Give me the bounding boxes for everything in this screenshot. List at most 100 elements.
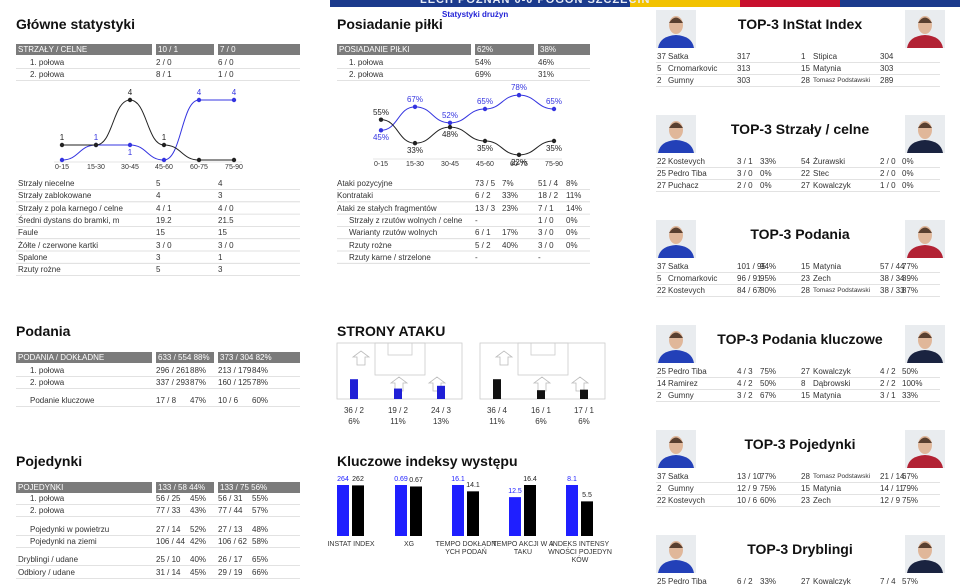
player-name: Tomasz Podstawski — [813, 287, 871, 294]
player-number: 25 — [657, 577, 666, 585]
player-pct: 79% — [902, 484, 919, 493]
player-value: 4 / 2 — [880, 367, 896, 376]
photo-body — [907, 350, 943, 363]
photo-hair — [918, 17, 932, 23]
row-value: 3 — [156, 252, 161, 262]
header-text: 7 / 0 — [220, 45, 236, 54]
photo-body — [658, 455, 694, 468]
row-value: 18 / 2 — [538, 191, 559, 201]
player-pct: 33% — [902, 391, 919, 400]
player-value: 12 / 9 — [880, 496, 901, 505]
data-point — [196, 97, 202, 103]
row-label: Strzały z pola karnego / celne — [18, 203, 123, 213]
row-value: 7 / 1 — [538, 203, 554, 213]
player-pct: 75% — [902, 496, 919, 505]
player-value: 2 / 2 — [880, 379, 896, 388]
row-value: - — [538, 252, 541, 262]
player-name: Pedro Tiba — [668, 367, 707, 376]
row-label: 1. połowa — [30, 366, 65, 375]
row-label: Rzuty rożne — [349, 240, 392, 250]
row-value: 106 / 44 — [156, 537, 185, 546]
data-point — [161, 142, 167, 148]
bar — [337, 485, 349, 536]
data-label: 16.1 — [451, 476, 465, 483]
row-value: 14% — [566, 203, 583, 213]
attack-count: 16 / 1 — [530, 406, 551, 415]
header-text: 62% — [477, 45, 494, 54]
bar — [580, 389, 588, 399]
row-value: 3 / 0 — [538, 240, 554, 250]
player-name: Matynia — [813, 391, 842, 400]
data-label: 65% — [476, 97, 493, 106]
data-point — [551, 138, 557, 144]
header-cell — [16, 352, 152, 363]
data-point — [516, 152, 522, 158]
player-number: 25 — [657, 169, 666, 178]
row-value: 1 / 0 — [218, 70, 234, 79]
series-line — [61, 99, 234, 161]
row-label: 1. połowa — [30, 58, 65, 67]
row-value: 17% — [502, 228, 519, 238]
bar — [452, 485, 464, 536]
x-tick-label: 60-75 — [190, 164, 208, 171]
row-value: 5 — [156, 179, 161, 188]
player-pct: 0% — [760, 169, 772, 178]
player-number: 27 — [801, 181, 810, 190]
row-value: 6 / 2 — [475, 191, 491, 201]
row-value: 1 / 0 — [538, 215, 554, 225]
player-name: Gumny — [668, 391, 694, 400]
player-value: 13 / 10 — [737, 472, 762, 481]
player-value: 3 / 1 — [880, 391, 896, 400]
attack-count: 36 / 2 — [343, 406, 364, 415]
player-value: 3 / 0 — [737, 169, 753, 178]
player-pct: 0% — [902, 181, 914, 190]
row-value: 0% — [566, 240, 578, 250]
header-cell — [475, 44, 534, 55]
row-value: 19.2 — [156, 215, 172, 225]
row-value: 46% — [538, 58, 555, 67]
player-name: Kowalczyk — [813, 367, 851, 376]
bar — [566, 485, 578, 536]
player-name: Matynia — [813, 64, 842, 73]
data-point — [412, 104, 418, 110]
row-value: - — [475, 252, 478, 262]
section-title: TOP-3 Dryblingi — [747, 541, 853, 557]
header-cell — [16, 482, 152, 493]
player-number: 15 — [801, 262, 810, 271]
row-value: 0% — [566, 215, 578, 225]
player-number: 23 — [801, 274, 810, 283]
data-point — [231, 97, 237, 103]
x-tick-label: INDEKS INTENSYWNOŚCI POJEDYNKÓW — [548, 541, 612, 564]
player-value: 101 / 95 — [737, 262, 766, 271]
player-value: 317 — [737, 52, 751, 61]
row-value: 29 / 19 — [218, 568, 243, 577]
data-label: 35% — [545, 144, 562, 153]
player-pct: 100% — [902, 379, 923, 388]
section-title: Posiadanie piłki — [337, 16, 443, 32]
row-value: 17 / 8 — [156, 396, 177, 405]
row-value: 43% — [190, 506, 207, 515]
header-text: STRZAŁY / CELNE — [18, 45, 88, 54]
data-point — [161, 157, 167, 163]
player-name: Satka — [668, 262, 689, 271]
attack-pct: 11% — [390, 417, 406, 426]
row-value: 31% — [538, 70, 555, 79]
section-title: TOP-3 Podania — [750, 226, 850, 242]
row-value: 0% — [566, 228, 578, 238]
row-value: 42% — [190, 537, 207, 546]
photo-hair — [918, 227, 932, 233]
data-label: 35% — [476, 144, 493, 153]
section-title: TOP-3 Pojedynki — [744, 436, 856, 452]
player-pct: 94% — [760, 262, 777, 271]
photo-hair — [669, 437, 683, 443]
header-band — [740, 0, 840, 7]
arrow — [351, 350, 371, 366]
player-number: 5 — [657, 64, 662, 73]
row-value: 88% — [190, 366, 207, 375]
row-label: 2. połowa — [30, 378, 65, 387]
player-pct: 50% — [760, 379, 777, 388]
row-value: 23% — [502, 203, 519, 213]
attack-count: 19 / 2 — [387, 406, 408, 415]
series-line — [62, 99, 234, 161]
photo-hair — [669, 227, 683, 233]
